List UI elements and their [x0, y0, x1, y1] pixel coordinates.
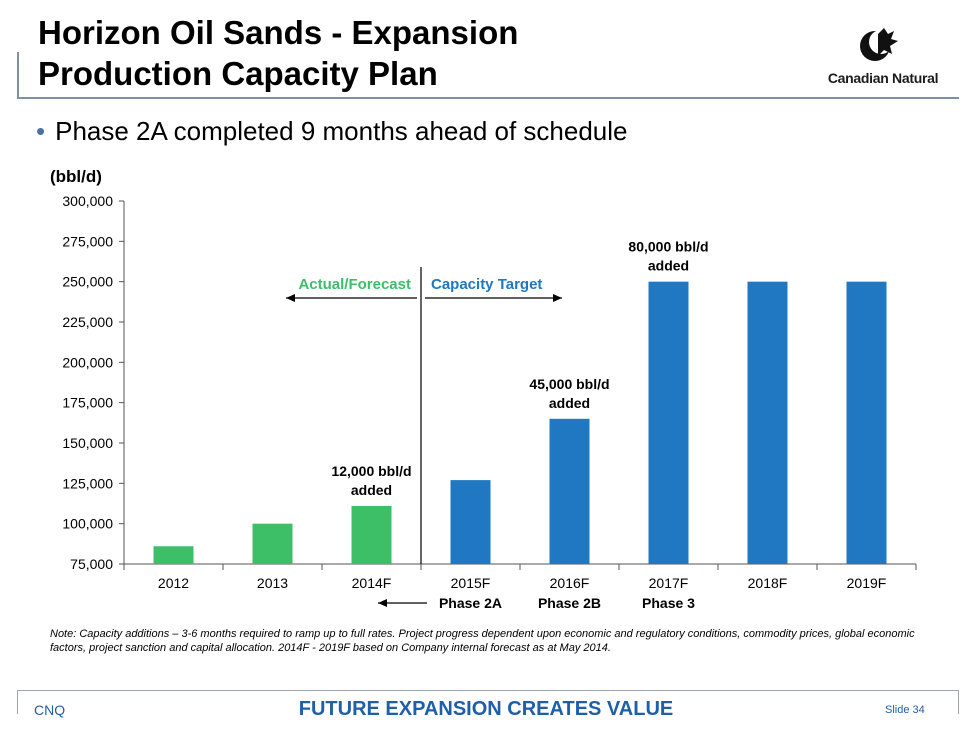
footer-company: CNQ	[34, 702, 66, 718]
bar-annotation-line1: 12,000 bbl/d	[331, 463, 411, 479]
footer-bracket-right	[958, 690, 959, 714]
logo-text: Canadian Natural	[827, 70, 939, 86]
bullet-text: Phase 2A completed 9 months ahead of sch…	[55, 116, 628, 146]
slide-title: Horizon Oil Sands - Expansion Production…	[38, 12, 518, 94]
logo-mark-icon	[860, 28, 898, 61]
bar	[153, 546, 194, 564]
y-tick-label: 75,000	[70, 556, 113, 572]
legend-target-label: Capacity Target	[431, 276, 542, 293]
y-axis-unit-label: (bbl/d)	[50, 167, 102, 186]
company-logo: Canadian Natural	[818, 22, 948, 88]
target-arrowhead-icon	[553, 294, 562, 302]
title-divider	[17, 97, 959, 99]
bar	[648, 281, 689, 564]
y-tick-label: 150,000	[62, 435, 113, 451]
actual-arrowhead-icon	[286, 294, 295, 302]
bar	[549, 418, 590, 564]
y-tick-label: 100,000	[62, 516, 113, 532]
bar-annotation-line2: added	[549, 395, 590, 411]
bar	[252, 523, 293, 564]
title-line-1: Horizon Oil Sands - Expansion	[38, 14, 519, 51]
bullet-point: • Phase 2A completed 9 months ahead of sc…	[36, 116, 628, 147]
x-tick-label: 2013	[257, 575, 288, 591]
slide-number: Slide 34	[885, 704, 925, 716]
bar	[747, 281, 788, 564]
bar-annotation-line2: added	[351, 482, 392, 498]
x-tick-label: 2018F	[748, 575, 788, 591]
x-tick-label: 2017F	[649, 575, 689, 591]
bar	[351, 505, 392, 564]
x-tick-label: 2016F	[550, 575, 590, 591]
y-tick-label: 275,000	[62, 233, 113, 249]
bar-annotation-line1: 45,000 bbl/d	[529, 376, 609, 392]
y-tick-label: 300,000	[62, 193, 113, 209]
legend-actual-label: Actual/Forecast	[298, 276, 411, 293]
bar-annotation-line1: 80,000 bbl/d	[628, 239, 708, 255]
title-line-2: Production Capacity Plan	[38, 55, 438, 92]
capacity-bar-chart: 75,000 100,000 125,000 150,000 175,000 200,00…	[62, 193, 917, 611]
title-bracket	[17, 52, 19, 98]
y-tick-label: 250,000	[62, 274, 113, 290]
x-tick-label: 2015F	[451, 575, 491, 591]
footer-tagline: FUTURE EXPANSION CREATES VALUE	[298, 698, 674, 720]
footer-bracket-left	[17, 690, 18, 714]
phase-arrowhead-icon	[378, 599, 387, 607]
bar	[450, 480, 491, 564]
phase-label: Phase 2B	[538, 595, 601, 611]
bar	[846, 281, 887, 564]
y-tick-label: 200,000	[62, 354, 113, 370]
bullet-dot-icon: •	[36, 116, 46, 146]
x-tick-label: 2012	[158, 575, 189, 591]
x-tick-label: 2019F	[847, 575, 887, 591]
footnote: Note: Capacity additions – 3-6 months re…	[50, 628, 915, 654]
y-tick-label: 225,000	[62, 314, 113, 330]
bar-annotation-line2: added	[648, 258, 689, 274]
footer-divider	[17, 690, 959, 691]
phase-label: Phase 3	[642, 595, 695, 611]
x-tick-label: 2014F	[352, 575, 392, 591]
y-tick-label: 125,000	[62, 475, 113, 491]
y-tick-label: 175,000	[62, 395, 113, 411]
phase-label: Phase 2A	[439, 595, 502, 611]
